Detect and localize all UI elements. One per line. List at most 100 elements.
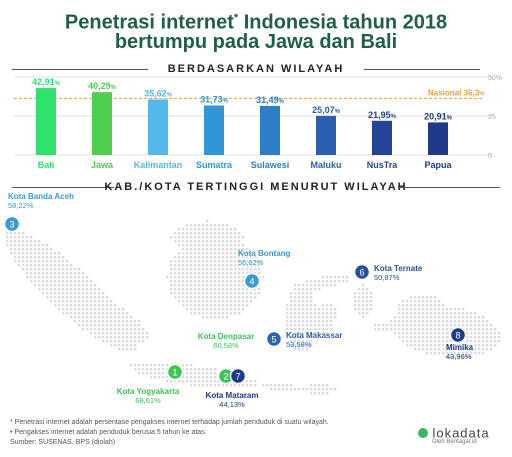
map-dot xyxy=(18,232,21,235)
map-dot xyxy=(206,376,209,379)
map-dot xyxy=(458,348,461,351)
map-dot xyxy=(302,316,305,319)
map-dot xyxy=(26,248,29,251)
map-dot xyxy=(98,336,101,339)
map-dot xyxy=(158,364,161,367)
map-dot xyxy=(230,276,233,279)
map-dot xyxy=(290,388,293,391)
map-dot xyxy=(186,372,189,375)
map-dot xyxy=(286,308,289,311)
map-dot xyxy=(126,344,129,347)
map-dot xyxy=(218,268,221,271)
map-dot xyxy=(182,232,185,235)
bar-value-label: 25,07% xyxy=(312,105,341,115)
map-dot xyxy=(302,292,305,295)
map-dot xyxy=(434,352,437,355)
map-dot xyxy=(190,376,193,379)
map-dot xyxy=(98,304,101,307)
map-dot xyxy=(30,276,33,279)
map-dot xyxy=(46,252,49,255)
map-dot xyxy=(422,304,425,307)
map-dot xyxy=(438,344,441,347)
map-dot xyxy=(218,272,221,275)
map-dot xyxy=(482,328,485,331)
map-dot xyxy=(402,300,405,303)
map-dot xyxy=(182,292,185,295)
map-dot xyxy=(122,324,125,327)
map-dot xyxy=(194,284,197,287)
city-value-label: 43,96% xyxy=(446,352,472,361)
map-dot xyxy=(74,272,77,275)
map-dot xyxy=(198,372,201,375)
map-dot xyxy=(42,252,45,255)
map-dot xyxy=(298,344,301,347)
map-dot xyxy=(322,324,325,327)
map-dot xyxy=(178,284,181,287)
section-rule-right-2 xyxy=(398,187,500,188)
map-dot xyxy=(270,388,273,391)
map-dot xyxy=(62,288,65,291)
map-dot xyxy=(434,348,437,351)
map-dot xyxy=(126,328,129,331)
map-dot xyxy=(398,324,401,327)
map-dot xyxy=(398,312,401,315)
map-dot xyxy=(346,280,349,283)
map-dot xyxy=(398,336,401,339)
map-dot xyxy=(210,384,213,387)
map-dot xyxy=(186,276,189,279)
map-dot xyxy=(54,304,57,307)
map-dot xyxy=(42,260,45,263)
map-dot xyxy=(214,380,217,383)
map-dot xyxy=(114,312,117,315)
map-dot xyxy=(22,264,25,267)
map-dot xyxy=(194,252,197,255)
map-dot xyxy=(430,296,433,299)
map-dot xyxy=(222,264,225,267)
map-dot xyxy=(142,372,145,375)
national-reference-label: Nasional 36,3% xyxy=(428,88,485,97)
map-dot xyxy=(406,304,409,307)
map-dot xyxy=(202,368,205,371)
map-dot xyxy=(198,296,201,299)
map-dot xyxy=(358,312,361,315)
map-dot xyxy=(54,292,57,295)
map-dot xyxy=(58,272,61,275)
map-dot xyxy=(198,276,201,279)
map-dot xyxy=(378,324,381,327)
map-dot xyxy=(198,240,201,243)
map-dot xyxy=(94,288,97,291)
map-dot xyxy=(202,292,205,295)
map-dot xyxy=(94,324,97,327)
map-dot xyxy=(306,292,309,295)
map-dot xyxy=(358,304,361,307)
map-dot xyxy=(222,256,225,259)
map-dot xyxy=(246,292,249,295)
map-dot xyxy=(442,340,445,343)
map-dot xyxy=(334,284,337,287)
map-dot xyxy=(230,268,233,271)
map-dot xyxy=(50,296,53,299)
map-dot xyxy=(142,368,145,371)
map-dot xyxy=(6,236,9,239)
map-dot xyxy=(290,300,293,303)
map-dot xyxy=(430,336,433,339)
map-dot xyxy=(418,336,421,339)
map-dot xyxy=(238,244,241,247)
map-dot xyxy=(102,332,105,335)
map-dot xyxy=(102,320,105,323)
map-dot xyxy=(206,304,209,307)
bar-value-label: 40,29% xyxy=(88,81,117,91)
map-dot xyxy=(426,336,429,339)
map-dot xyxy=(330,316,333,319)
map-dot xyxy=(194,376,197,379)
map-dot xyxy=(130,324,133,327)
map-dot xyxy=(138,336,141,339)
map-dot xyxy=(330,312,333,315)
map-dot xyxy=(426,316,429,319)
map-dot xyxy=(402,332,405,335)
map-dot xyxy=(70,292,73,295)
map-dot xyxy=(82,324,85,327)
map-dot xyxy=(250,292,253,295)
map-dot xyxy=(194,272,197,275)
map-dot xyxy=(182,272,185,275)
